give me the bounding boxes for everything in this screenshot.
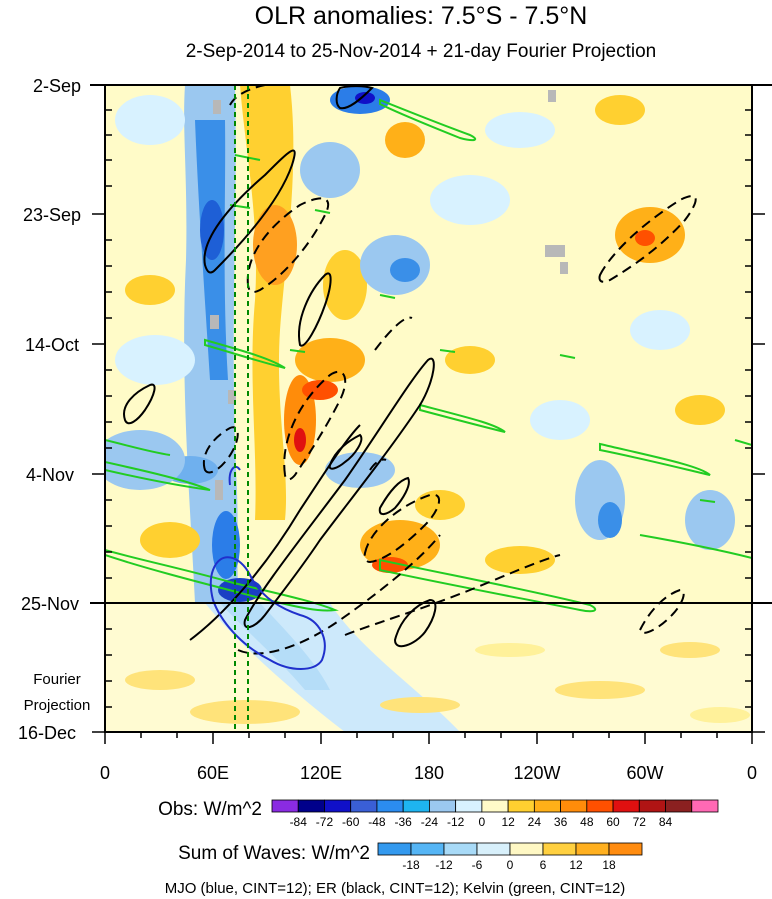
waves-colorbar-color-box xyxy=(410,842,445,856)
waves-colorbar-color-box xyxy=(509,842,544,856)
x-tick-label: 120W xyxy=(513,763,560,783)
y-tick-label: 14-Oct xyxy=(25,335,79,355)
obs-colorbar-color-box xyxy=(455,799,483,813)
chart-title: OLR anomalies: 7.5°S - 7.5°N xyxy=(255,2,588,30)
obs-colorbar-tick-label: -12 xyxy=(447,815,465,829)
y-tick-label: 16-Dec xyxy=(18,723,76,743)
obs-colorbar-tick-label: 60 xyxy=(606,815,620,829)
obs-colorbar-tick-label: 72 xyxy=(633,815,647,829)
obs-colorbar-color-box xyxy=(691,799,719,813)
y-tick-label: 2-Sep xyxy=(33,76,81,96)
obs-colorbar-color-box xyxy=(560,799,588,813)
obs-colorbar-tick-label: 24 xyxy=(528,815,542,829)
plot-field xyxy=(105,85,752,732)
obs-colorbar-tick-label: 48 xyxy=(580,815,594,829)
chart-subtitle: 2-Sep-2014 to 25-Nov-2014 + 21-day Fouri… xyxy=(186,41,657,62)
obs-colorbar-color-box xyxy=(586,799,614,813)
waves-colorbar-color-box xyxy=(377,842,412,856)
obs-colorbar-color-box xyxy=(638,799,666,813)
x-tick-label: 180 xyxy=(414,763,444,783)
obs-colorbar-tick-label: 84 xyxy=(659,815,673,829)
obs-colorbar-tick-label: -60 xyxy=(342,815,360,829)
obs-colorbar-label: Obs: W/m^2 xyxy=(158,799,262,820)
obs-colorbar-tick-label: -72 xyxy=(316,815,334,829)
waves-colorbar-tick-label: -6 xyxy=(472,858,483,872)
obs-colorbar-color-box xyxy=(533,799,561,813)
obs-colorbar-color-box xyxy=(350,799,378,813)
obs-colorbar-color-box xyxy=(612,799,640,813)
y-tick-label: 23-Sep xyxy=(23,205,81,225)
obs-colorbar-tick-label: -36 xyxy=(395,815,413,829)
waves-colorbar-tick-label: 0 xyxy=(507,858,514,872)
waves-colorbar-tick-label: 12 xyxy=(569,858,583,872)
obs-colorbar: -84 -72 -60 -48 -36 -24 -12 0 12 24 36 48 60 72 84 xyxy=(271,799,719,829)
y-tick-label: 25-Nov xyxy=(21,594,79,614)
waves-colorbar-tick-label: -18 xyxy=(402,858,420,872)
waves-colorbar-color-box xyxy=(443,842,478,856)
obs-colorbar-color-box xyxy=(376,799,404,813)
y-tick-label: 4-Nov xyxy=(26,465,74,485)
x-tick-label: 120E xyxy=(300,763,342,783)
waves-colorbar: -18 -12 -6 0 6 12 18 xyxy=(377,842,643,872)
obs-colorbar-tick-label: -24 xyxy=(421,815,439,829)
obs-colorbar-tick-label: 0 xyxy=(479,815,486,829)
obs-colorbar-tick-label: -48 xyxy=(368,815,386,829)
obs-colorbar-tick-label: 12 xyxy=(501,815,515,829)
waves-colorbar-color-box xyxy=(542,842,577,856)
obs-colorbar-color-box xyxy=(297,799,325,813)
obs-colorbar-color-box xyxy=(481,799,509,813)
obs-colorbar-color-box xyxy=(402,799,430,813)
obs-colorbar-color-box xyxy=(429,799,457,813)
waves-colorbar-color-box xyxy=(575,842,610,856)
obs-colorbar-tick-label: -84 xyxy=(290,815,308,829)
obs-colorbar-color-box xyxy=(324,799,352,813)
waves-colorbar-tick-label: -12 xyxy=(435,858,453,872)
obs-colorbar-color-box xyxy=(271,799,299,813)
x-tick-label: 0 xyxy=(100,763,110,783)
waves-colorbar-color-box xyxy=(608,842,643,856)
waves-colorbar-tick-label: 18 xyxy=(602,858,616,872)
x-tick-label: 0 xyxy=(747,763,757,783)
waves-colorbar-color-box xyxy=(476,842,511,856)
contour-legend: MJO (blue, CINT=12); ER (black, CINT=12)… xyxy=(165,880,626,897)
obs-colorbar-color-box xyxy=(507,799,535,813)
projection-label-line1: Fourier xyxy=(33,671,81,688)
waves-colorbar-label: Sum of Waves: W/m^2 xyxy=(178,843,370,864)
x-tick-label: 60E xyxy=(197,763,229,783)
projection-label-line2: Projection xyxy=(24,697,91,714)
waves-colorbar-tick-label: 6 xyxy=(540,858,547,872)
x-tick-label: 60W xyxy=(626,763,663,783)
obs-colorbar-tick-label: 36 xyxy=(554,815,568,829)
obs-colorbar-color-box xyxy=(665,799,693,813)
